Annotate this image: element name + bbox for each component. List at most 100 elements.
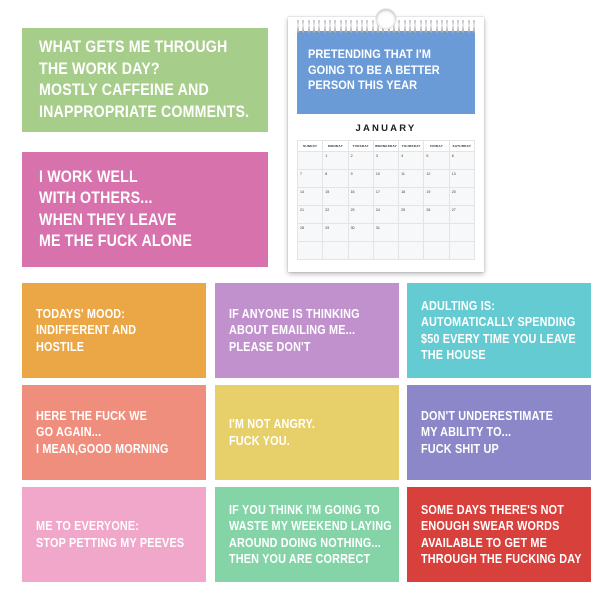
quote-line: AROUND DOING NOTHING... — [229, 535, 381, 550]
calendar-day-cell[interactable]: 21 — [298, 206, 324, 224]
quote-line: ME TO EVERYONE: — [36, 519, 140, 534]
quote-line: IF YOU THINK I'M GOING TO — [229, 502, 380, 517]
quote-line: HERE THE FUCK WE — [36, 408, 148, 423]
calendar-day-cell[interactable]: 2 — [348, 152, 374, 170]
calendar-day-cell[interactable]: 20 — [449, 188, 475, 206]
calendar-day-cell[interactable] — [399, 242, 425, 260]
quote-line: FUCK SHIT UP — [421, 441, 499, 456]
calendar-cover: PRETENDING THAT I'M GOING TO BE A BETTER P… — [297, 31, 475, 114]
calendar-day-cell[interactable]: 17 — [373, 188, 400, 206]
calendar-day-cell[interactable] — [424, 224, 450, 242]
calendar-day-cell[interactable]: 15 — [323, 188, 349, 206]
quote-line: DON'T UNDERESTIMATE — [421, 408, 554, 423]
calendar-day-header: MONDAY — [323, 141, 349, 152]
calendar-day-cell[interactable]: 19 — [424, 188, 450, 206]
calendar-day-cell[interactable]: 22 — [323, 206, 349, 224]
calendar-day-cell[interactable]: 28 — [298, 224, 324, 242]
calendar-cover-line: GOING TO BE A BETTER — [308, 62, 440, 77]
quote-line: WHAT GETS ME THROUGH — [39, 38, 228, 56]
quote-line: STOP PETTING MY PEEVES — [36, 535, 185, 550]
quote-line: THROUGH THE FUCKING DAY — [421, 551, 582, 566]
quote-line: ABOUT EMAILING ME... — [229, 323, 356, 338]
calendar-day-cell[interactable]: 10 — [373, 170, 400, 188]
quote-line: WITH OTHERS... — [39, 189, 153, 207]
quote-line: AUTOMATICALLY SPENDING — [421, 315, 576, 330]
calendar-day-header: SUNDAY — [298, 141, 324, 152]
calendar-day-cell[interactable]: 5 — [424, 152, 450, 170]
calendar-day-header: TUESDAY — [348, 141, 374, 152]
tile-emailing-me[interactable]: IF ANYONE IS THINKING ABOUT EMAILING ME..… — [215, 283, 399, 378]
calendar-day-header: THURSDAY — [399, 141, 425, 152]
calendar-day-cell[interactable]: 12 — [424, 170, 450, 188]
calendar-day-cell[interactable]: 14 — [298, 188, 324, 206]
calendar-day-header: FRIDAY — [424, 141, 450, 152]
calendar-day-cell[interactable]: 6 — [449, 152, 475, 170]
tile-swear-words[interactable]: SOME DAYS THERE'S NOT ENOUGH SWEAR WORDS A… — [407, 487, 591, 582]
quote-line: HOSTILE — [36, 339, 85, 354]
tile-petting-peeves[interactable]: ME TO EVERYONE: STOP PETTING MY PEEVES — [22, 487, 206, 582]
wall-calendar[interactable]: PRETENDING THAT I'M GOING TO BE A BETTER P… — [288, 9, 484, 272]
quote-line: GO AGAIN... — [36, 425, 102, 440]
calendar-day-cell[interactable] — [373, 242, 400, 260]
calendar-day-cell[interactable]: 7 — [298, 170, 324, 188]
calendar-day-cell[interactable]: 30 — [348, 224, 374, 242]
calendar-day-cell[interactable]: 13 — [449, 170, 475, 188]
calendar-day-cell[interactable]: 26 — [424, 206, 450, 224]
calendar-cover-line: PRETENDING THAT I'M — [308, 47, 431, 61]
quote-line: ME THE FUCK ALONE — [39, 232, 192, 250]
calendar-day-cell[interactable] — [399, 224, 425, 242]
quote-line: I MEAN,GOOD MORNING — [36, 441, 169, 456]
calendar-day-cell[interactable]: 18 — [399, 188, 425, 206]
calendar-day-cell[interactable] — [323, 242, 349, 260]
tile-adulting[interactable]: ADULTING IS: AUTOMATICALLY SPENDING $50 EV… — [407, 283, 591, 378]
quote-line: PLEASE DON'T — [229, 339, 311, 354]
quote-line: INDIFFERENT AND — [36, 323, 137, 338]
quote-line: ENOUGH SWEAR WORDS — [421, 519, 560, 534]
calendar-day-cell[interactable] — [298, 152, 324, 170]
quote-line: WHEN THEY LEAVE — [39, 210, 177, 229]
tile-not-angry[interactable]: I'M NOT ANGRY. FUCK YOU. — [215, 385, 399, 480]
calendar-day-header: WEDNESDAY — [373, 141, 400, 152]
calendar-day-cell[interactable] — [449, 224, 475, 242]
calendar-day-cell[interactable]: 9 — [348, 170, 374, 188]
calendar-day-cell[interactable]: 27 — [449, 206, 475, 224]
quote-line: FUCK YOU. — [229, 433, 290, 448]
calendar-day-cell[interactable]: 24 — [373, 206, 400, 224]
calendar-grid: SUNDAY MONDAY TUESDAY WEDNESDAY THURSDAY FRID… — [297, 140, 475, 260]
calendar-day-cell[interactable]: 4 — [399, 152, 425, 170]
calendar-day-cell[interactable] — [298, 242, 324, 260]
quote-line: MOSTLY CAFFEINE AND — [39, 81, 209, 99]
calendar-day-cell[interactable]: 3 — [373, 152, 400, 170]
calendar-day-header: SATURDAY — [449, 141, 475, 152]
calendar-month-label: JANUARY — [355, 123, 417, 134]
tile-work-well[interactable]: I WORK WELL WITH OTHERS... WHEN THEY LEAVE… — [22, 152, 268, 267]
quote-line: THEN YOU ARE CORRECT — [229, 551, 371, 566]
calendar-day-cell[interactable]: 29 — [323, 224, 349, 242]
calendar-day-cell[interactable]: 8 — [323, 170, 349, 188]
quote-line: I'M NOT ANGRY. — [229, 417, 316, 432]
calendar-day-cell[interactable] — [424, 242, 450, 260]
calendar-cover-line: PERSON THIS YEAR — [308, 78, 418, 93]
calendar-day-cell[interactable]: 16 — [348, 188, 374, 206]
calendar-day-cell[interactable]: 31 — [373, 224, 400, 242]
tile-todays-mood[interactable]: TODAYS' MOOD: INDIFFERENT AND HOSTILE — [22, 283, 206, 378]
quote-line: SOME DAYS THERE'S NOT — [421, 502, 565, 517]
quote-line: IF ANYONE IS THINKING — [229, 306, 360, 321]
tile-here-we-go-again[interactable]: HERE THE FUCK WE GO AGAIN... I MEAN,GOOD M… — [22, 385, 206, 480]
tile-work-day[interactable]: WHAT GETS ME THROUGH THE WORK DAY? MOSTLY … — [22, 28, 268, 132]
tile-weekend-laying-around[interactable]: IF YOU THINK I'M GOING TO WASTE MY WEEKEN… — [215, 487, 399, 582]
calendar-day-cell[interactable]: 23 — [348, 206, 374, 224]
quote-line: AVAILABLE TO GET ME — [421, 535, 548, 550]
calendar-day-cell[interactable] — [449, 242, 475, 260]
calendar-day-cell[interactable]: 1 — [323, 152, 349, 170]
quote-line: THE HOUSE — [421, 347, 486, 362]
quote-line: INAPPROPRIATE COMMENTS. — [39, 102, 250, 121]
tile-underestimate[interactable]: DON'T UNDERESTIMATE MY ABILITY TO... FUCK … — [407, 385, 591, 480]
calendar-day-cell[interactable]: 25 — [399, 206, 425, 224]
calendar-day-cell[interactable]: 11 — [399, 170, 425, 188]
calendar-hang-hole-icon — [376, 9, 396, 29]
quote-line: ADULTING IS: — [421, 298, 496, 313]
quote-line: $50 EVERY TIME YOU LEAVE — [421, 331, 576, 346]
calendar-day-cell[interactable] — [348, 242, 374, 260]
